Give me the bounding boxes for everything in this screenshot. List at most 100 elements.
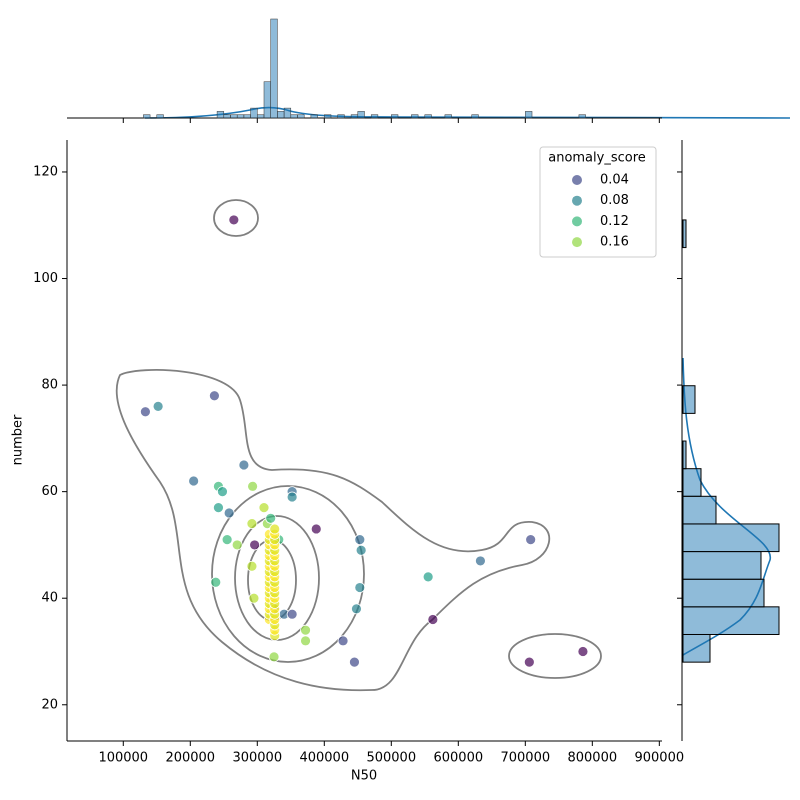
- point: [300, 635, 311, 647]
- top-hist-bar: [236, 114, 245, 119]
- right-hist-bar: [682, 495, 717, 525]
- point: [577, 646, 589, 657]
- legend-marker: [572, 237, 582, 248]
- point: [349, 656, 360, 668]
- point: [286, 491, 298, 503]
- legend-marker: [572, 195, 582, 206]
- point: [139, 406, 151, 418]
- top-hist-bar: [270, 18, 278, 119]
- top-hist-bar: [424, 114, 432, 119]
- right-hist-bar: [682, 578, 765, 608]
- x-tick-label: 400000: [299, 751, 349, 766]
- kde-contour: [211, 485, 365, 663]
- top-hist-bar: [223, 114, 231, 119]
- right-hist-bar: [682, 468, 702, 497]
- point: [217, 486, 228, 498]
- legend-box: [539, 146, 657, 258]
- y-tick-label: 20: [41, 697, 58, 712]
- top-hist-bar: [250, 107, 258, 119]
- top-hist-bar: [143, 114, 151, 119]
- right-hist-bar: [682, 440, 687, 470]
- x-tick-label: 900000: [634, 751, 684, 766]
- y-axis-label: number: [11, 414, 26, 465]
- point: [354, 582, 366, 593]
- right-hist-bar: [682, 385, 696, 414]
- top-hist-bar: [444, 114, 452, 119]
- point: [269, 523, 281, 535]
- point: [286, 608, 298, 620]
- top-hist-bar: [391, 114, 399, 119]
- kde-contour: [115, 369, 551, 692]
- point: [310, 523, 322, 535]
- top-hist-bar: [411, 114, 419, 119]
- top-hist-bar: [370, 114, 379, 119]
- point: [265, 512, 277, 524]
- right-hist-bar: [682, 606, 780, 635]
- top-hist-bar: [471, 114, 479, 119]
- point: [355, 544, 367, 556]
- top-hist-bar: [257, 114, 265, 119]
- x-axis-label: N50: [351, 769, 377, 784]
- right-hist-bar: [682, 551, 762, 580]
- top-hist-bar: [310, 114, 318, 119]
- point: [246, 518, 258, 530]
- y-tick-label: 120: [33, 164, 58, 179]
- point: [300, 624, 311, 636]
- point: [188, 475, 200, 487]
- top-hist-bar: [216, 111, 225, 119]
- point: [152, 401, 164, 412]
- x-tick-label: 100000: [98, 751, 148, 766]
- y-tick-label: 60: [41, 484, 58, 499]
- point: [523, 656, 535, 668]
- y-tick-label: 100: [33, 271, 58, 286]
- top-hist-bar: [525, 111, 533, 119]
- x-tick-label: 600000: [433, 751, 483, 766]
- point: [228, 214, 240, 226]
- point: [525, 534, 537, 546]
- top-hist-bar: [243, 114, 251, 119]
- top-hist-bar: [156, 114, 164, 119]
- top-hist-bar: [290, 114, 298, 119]
- point: [475, 555, 486, 567]
- point: [427, 614, 439, 625]
- x-tick-label: 200000: [165, 751, 215, 766]
- point: [354, 534, 366, 546]
- right-hist-bar: [682, 633, 711, 663]
- x-tick-label: 800000: [567, 751, 617, 766]
- kde-contour: [508, 633, 602, 679]
- point: [337, 635, 349, 647]
- top-hist-bar: [283, 107, 292, 119]
- top-hist-bar: [277, 111, 285, 119]
- top-hist-bar: [337, 114, 345, 119]
- legend-marker: [572, 175, 582, 185]
- x-tick-label: 700000: [500, 751, 550, 766]
- point: [221, 534, 233, 546]
- legend-label: 0.16: [600, 235, 629, 250]
- top-hist-bar: [578, 114, 586, 119]
- top-hist-bar: [297, 114, 305, 119]
- right-hist-bar: [682, 523, 780, 553]
- legend-label: 0.12: [600, 214, 629, 229]
- legend-marker: [572, 216, 582, 227]
- kde-contours: [115, 199, 602, 692]
- top-hist-bar: [263, 81, 271, 119]
- point: [248, 592, 260, 604]
- x-tick-label: 500000: [366, 751, 416, 766]
- kde-contour: [213, 199, 259, 237]
- point: [231, 539, 243, 551]
- top-hist-bar: [350, 114, 359, 119]
- point: [246, 560, 258, 572]
- point: [351, 603, 362, 615]
- right-hist-bar: [682, 219, 687, 249]
- point: [213, 502, 224, 514]
- legend-label: 0.04: [600, 173, 629, 188]
- point: [268, 651, 280, 663]
- point: [238, 459, 250, 471]
- top-hist-bar: [324, 114, 332, 119]
- top-hist-bar: [357, 111, 365, 119]
- point: [249, 539, 261, 551]
- legend-label: 0.08: [600, 193, 629, 208]
- point: [210, 576, 222, 588]
- point: [223, 507, 235, 519]
